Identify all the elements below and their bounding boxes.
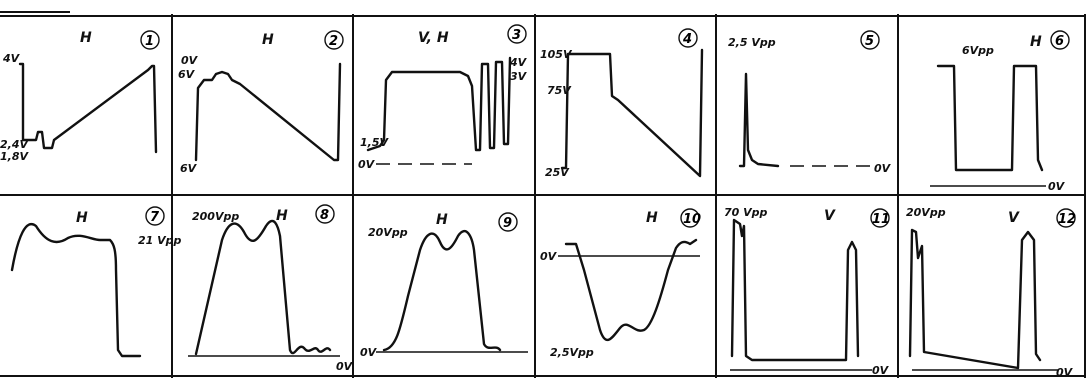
panel-9: 9 H 20Vpp 0V bbox=[360, 212, 528, 359]
panel-1-number: 1 bbox=[145, 34, 154, 49]
panel-8-label-vpp: 200Vpp bbox=[192, 210, 239, 223]
panel-12-label-vpp: 20Vpp bbox=[906, 206, 946, 219]
panel-8-number: 8 bbox=[320, 208, 329, 223]
panel-1-label-1-8v: 1,8V bbox=[0, 150, 29, 163]
panel-3-label-3v: 3V bbox=[510, 70, 528, 83]
panel-5-badge: 5 bbox=[860, 30, 880, 50]
panel-2-waveform bbox=[194, 62, 342, 162]
panel-5-label-vpp: 2,5 Vpp bbox=[728, 36, 776, 49]
panel-12-mode: V bbox=[1008, 210, 1020, 226]
panel-2-badge: 2 bbox=[324, 30, 344, 50]
panel-4: 4 105V 75V 25V bbox=[540, 28, 704, 179]
panel-1-label-4v: 4V bbox=[2, 52, 21, 65]
panel-11-label-vpp: 70 Vpp bbox=[724, 206, 768, 219]
panel-6-badge: 6 bbox=[1050, 30, 1070, 50]
panel-6-label-vpp: 6Vpp bbox=[962, 44, 994, 57]
panel-4-label-75v: 75V bbox=[547, 84, 572, 97]
panel-10-mode: H bbox=[646, 210, 658, 226]
panel-5: 5 2,5 Vpp 0V bbox=[728, 30, 892, 175]
panel-2-mode: H bbox=[262, 32, 274, 48]
panel-10-number: 10 bbox=[683, 212, 701, 227]
panel-3-label-4v: 4V bbox=[509, 56, 528, 69]
panel-5-number: 5 bbox=[865, 34, 874, 49]
panel-12-waveform bbox=[908, 228, 1042, 370]
panel-9-label-0v: 0V bbox=[360, 346, 378, 359]
panel-9-waveform bbox=[382, 229, 502, 352]
panel-11-label-0v: 0V bbox=[872, 364, 890, 377]
panel-1-badge: 1 bbox=[140, 30, 160, 50]
panel-10-label-vpp: 2,5Vpp bbox=[550, 346, 594, 359]
panel-5-waveform bbox=[738, 72, 780, 168]
panel-11: 11 V 70 Vpp 0V bbox=[724, 206, 890, 377]
panel-6: 6 H 6Vpp 0V bbox=[930, 30, 1070, 193]
panel-3-label-1-5v: 1,5V bbox=[360, 136, 389, 149]
panel-10: 10 H 0V 2,5Vpp bbox=[540, 208, 701, 359]
panel-12-number: 12 bbox=[1058, 212, 1076, 227]
panel-6-mode: H bbox=[1030, 34, 1042, 50]
panel-11-number: 11 bbox=[872, 212, 890, 227]
panel-3-mode: V, H bbox=[418, 30, 449, 46]
panel-4-waveform bbox=[560, 48, 704, 178]
panel-9-badge: 9 bbox=[498, 212, 518, 232]
panel-1: 1 H 4V 2,4V 1,8V bbox=[0, 30, 160, 163]
panel-2: 2 H 0V 6V 6V bbox=[178, 30, 344, 175]
panel-12-label-0v: 0V bbox=[1056, 366, 1074, 379]
panel-9-mode: H bbox=[436, 212, 448, 228]
panel-2-number: 2 bbox=[329, 34, 338, 49]
panel-7: 7 H 21 Vpp bbox=[10, 206, 182, 358]
panel-7-mode: H bbox=[76, 210, 88, 226]
panel-7-waveform bbox=[10, 223, 142, 358]
panel-3: 3 V, H 1,5V 0V 4V 3V bbox=[358, 24, 528, 171]
panel-9-label-vpp: 20Vpp bbox=[368, 226, 408, 239]
panel-9-number: 9 bbox=[503, 216, 512, 231]
panel-3-waveform bbox=[366, 56, 512, 152]
panel-8-waveform bbox=[194, 219, 332, 356]
panel-3-badge: 3 bbox=[507, 24, 527, 44]
panel-10-waveform bbox=[564, 238, 698, 342]
panel-10-badge: 10 bbox=[680, 208, 701, 228]
panel-10-label-0v: 0V bbox=[540, 250, 558, 263]
panel-12-badge: 12 bbox=[1056, 208, 1076, 228]
panel-6-label-0v: 0V bbox=[1048, 180, 1066, 193]
panel-3-number: 3 bbox=[512, 28, 521, 43]
panel-4-number: 4 bbox=[682, 32, 692, 47]
panel-1-mode: H bbox=[80, 30, 92, 46]
panel-1-label-2-4v: 2,4V bbox=[0, 138, 29, 151]
panel-8-mode: H bbox=[276, 208, 288, 224]
panel-11-badge: 11 bbox=[870, 208, 890, 228]
panel-6-waveform bbox=[936, 64, 1044, 172]
panel-2-label-0v: 0V bbox=[181, 54, 199, 67]
panel-8: 8 H 200Vpp 0V bbox=[188, 204, 354, 373]
panel-2-label-6v-top: 6V bbox=[178, 68, 196, 81]
panel-11-waveform bbox=[730, 218, 860, 362]
panel-6-number: 6 bbox=[1055, 34, 1064, 49]
panel-12: 12 V 20Vpp 0V bbox=[906, 206, 1076, 379]
panel-7-number: 7 bbox=[150, 210, 160, 225]
panel-7-badge: 7 bbox=[145, 206, 165, 226]
panel-grid bbox=[0, 11, 1086, 378]
panel-11-mode: V bbox=[824, 208, 836, 224]
panel-1-waveform bbox=[18, 62, 158, 154]
panel-2-label-6v-bottom: 6V bbox=[180, 162, 198, 175]
panel-3-label-0v: 0V bbox=[358, 158, 376, 171]
panel-8-badge: 8 bbox=[315, 204, 335, 224]
panel-5-label-0v: 0V bbox=[874, 162, 892, 175]
panel-4-label-105v: 105V bbox=[540, 48, 573, 61]
panel-4-label-25v: 25V bbox=[545, 166, 570, 179]
panel-7-label-vpp: 21 Vpp bbox=[138, 234, 182, 247]
panel-4-badge: 4 bbox=[678, 28, 698, 48]
panel-8-label-0v: 0V bbox=[336, 360, 354, 373]
